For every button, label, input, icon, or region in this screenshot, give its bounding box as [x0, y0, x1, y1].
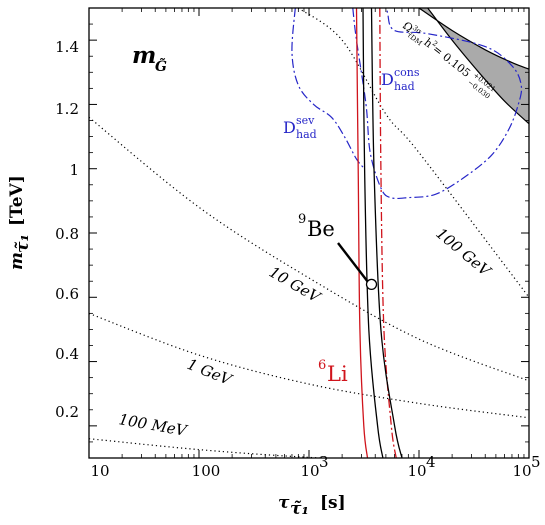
x-axis-title-unit: [s]	[320, 493, 346, 513]
y-tick-labels: 0.2 0.4 0.6 0.8 1 1.2 1.4	[55, 38, 79, 421]
li6-bound-solid-curve	[355, 8, 369, 458]
be9-marker-layer	[337, 242, 378, 291]
be9-bound-curve	[370, 8, 403, 458]
dcons-label-sup: cons	[394, 66, 420, 79]
tick-marks	[88, 7, 530, 459]
y-tick-label: 0.8	[55, 225, 79, 243]
dsev-label: D sev had	[283, 114, 317, 141]
x-axis-title: τ τ̃₁ [s]	[278, 493, 346, 519]
x-tick-label: 10	[90, 462, 109, 480]
x-tick-label: 10	[300, 462, 319, 480]
gravitino-mass-curve	[89, 116, 529, 382]
x-tick-label: 10	[407, 462, 426, 480]
y-tick-label: 1	[69, 161, 79, 179]
x-axis-title-main: τ	[278, 493, 290, 513]
x-tick-label: 10	[512, 462, 531, 480]
y-tick-label: 0.2	[55, 403, 79, 421]
y-axis-title-unit: [TeV]	[7, 175, 27, 226]
hadronic-severe-curve	[291, 8, 366, 170]
be9-pointer-line	[337, 242, 369, 283]
gravitino-mass-curve	[89, 312, 529, 419]
y-tick-label: 1.2	[55, 100, 79, 118]
panel-label: m G̃	[132, 42, 167, 75]
band-label-h-exp: 2	[431, 39, 439, 48]
panel-label-main: m	[132, 42, 156, 69]
y-axis-title: m τ̃₁ [TeV]	[7, 175, 33, 270]
y-tick-label: 0.6	[55, 285, 79, 303]
dsev-label-sub: had	[296, 128, 317, 141]
plot-area	[89, 8, 529, 458]
curve-label-100gev: 100 GeV	[432, 224, 495, 281]
curve-layer	[89, 8, 529, 458]
hadronic-conservative-curve	[352, 8, 523, 200]
y-tick-label: 0.4	[55, 345, 79, 363]
relic-density-band-lower-edge	[427, 8, 529, 125]
x-tick-label: 100	[192, 462, 221, 480]
relic-density-band-upper-edge	[418, 8, 529, 70]
be9-label: 9 Be	[298, 212, 335, 241]
x-axis-title-sub: τ̃₁	[290, 499, 309, 519]
curve-label-100mev: 100 MeV	[117, 410, 190, 440]
li6-label-text: Li	[327, 362, 348, 386]
curve-label-1gev: 1 GeV	[185, 355, 236, 390]
y-axis-title-main: m	[7, 252, 27, 270]
dsev-label-sup: sev	[296, 114, 315, 127]
x-tick-exponent: 5	[531, 453, 541, 471]
y-axis-title-sub: τ̃₁	[13, 234, 33, 253]
li6-bound-dashdot-curve	[379, 8, 397, 458]
x-tick-exponent: 3	[319, 453, 329, 471]
x-tick-exponent: 4	[426, 453, 436, 471]
be9-bound-curve	[362, 8, 384, 458]
dcons-label: D cons had	[381, 66, 420, 93]
be9-label-text: Be	[307, 217, 335, 241]
y-tick-label: 1.4	[55, 38, 79, 56]
x-tick-labels: 10 100 10 3 10 4 10 5	[90, 453, 540, 480]
panel-label-sub: G̃	[155, 57, 167, 75]
li6-label-superscript: 6	[318, 358, 326, 373]
dcons-label-main: D	[381, 70, 394, 89]
relic-density-band-layer	[418, 8, 529, 125]
li6-label: 6 Li	[318, 358, 348, 386]
be9-marker-circle	[365, 278, 378, 291]
dcons-label-sub: had	[394, 80, 415, 93]
be9-label-superscript: 9	[298, 212, 306, 227]
dsev-label-main: D	[283, 118, 296, 137]
